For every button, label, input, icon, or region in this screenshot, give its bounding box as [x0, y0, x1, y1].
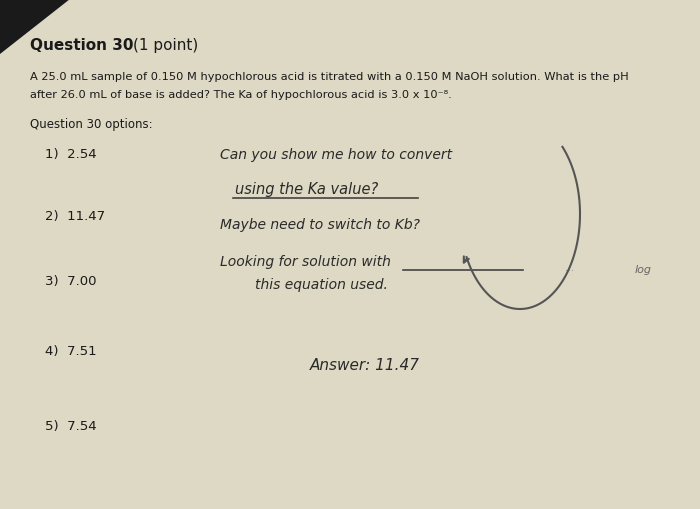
- Text: log: log: [635, 265, 652, 274]
- Text: Question 30: Question 30: [30, 38, 134, 53]
- Text: (1 point): (1 point): [133, 38, 198, 53]
- Text: 5)  7.54: 5) 7.54: [45, 419, 97, 432]
- Text: 1)  2.54: 1) 2.54: [45, 148, 97, 161]
- Text: ...: ...: [565, 263, 574, 272]
- Text: Question 30 options:: Question 30 options:: [30, 118, 153, 131]
- Text: Answer: 11.47: Answer: 11.47: [310, 357, 420, 372]
- Text: 4)  7.51: 4) 7.51: [45, 344, 97, 357]
- Text: Looking for solution with: Looking for solution with: [220, 254, 391, 268]
- Text: Maybe need to switch to Kb?: Maybe need to switch to Kb?: [220, 217, 420, 232]
- Text: 3)  7.00: 3) 7.00: [45, 274, 97, 288]
- Text: using the Ka value?: using the Ka value?: [235, 182, 378, 196]
- Text: 2)  11.47: 2) 11.47: [45, 210, 105, 222]
- Text: after 26.0 mL of base is added? The Ka of hypochlorous acid is 3.0 x 10⁻⁸.: after 26.0 mL of base is added? The Ka o…: [30, 90, 452, 100]
- Polygon shape: [0, 0, 70, 55]
- Text: A 25.0 mL sample of 0.150 M hypochlorous acid is titrated with a 0.150 M NaOH so: A 25.0 mL sample of 0.150 M hypochlorous…: [30, 72, 629, 82]
- Text: this equation used.: this equation used.: [255, 277, 388, 292]
- Text: Can you show me how to convert: Can you show me how to convert: [220, 148, 452, 162]
